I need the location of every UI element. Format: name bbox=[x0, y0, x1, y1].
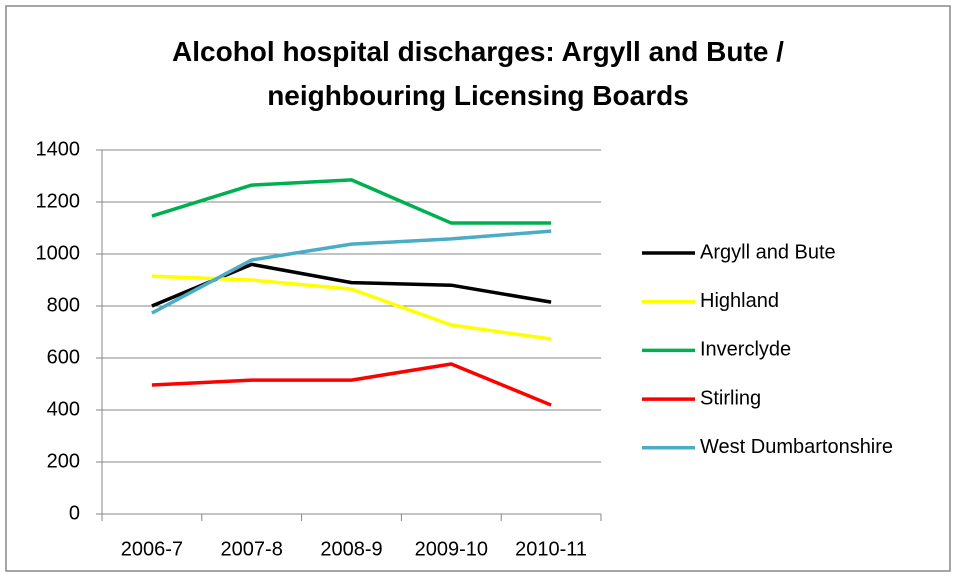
chart-border bbox=[5, 5, 951, 572]
y-tick-label: 1200 bbox=[36, 190, 81, 212]
legend-label: Stirling bbox=[700, 387, 761, 409]
chart-title: Alcohol hospital discharges: Argyll and … bbox=[172, 36, 784, 111]
series-line bbox=[151, 229, 552, 315]
x-tick-label: 2007-8 bbox=[221, 538, 283, 560]
x-tick-label: 2010-11 bbox=[515, 538, 587, 560]
y-tick-label: 200 bbox=[47, 450, 80, 472]
legend-label: Argyll and Bute bbox=[700, 241, 836, 263]
y-tick-label: 1000 bbox=[36, 242, 81, 264]
legend-label: Highland bbox=[700, 290, 779, 312]
y-tick-label: 800 bbox=[47, 294, 80, 316]
y-tick-label: 0 bbox=[69, 502, 80, 524]
x-tick-label: 2009-10 bbox=[415, 538, 488, 560]
y-tick-label: 600 bbox=[47, 346, 80, 368]
series-line bbox=[151, 274, 552, 341]
legend-label: West Dumbartonshire bbox=[700, 436, 893, 458]
x-tick-label: 2008-9 bbox=[320, 538, 382, 560]
y-tick-label: 1400 bbox=[36, 138, 81, 160]
series-line bbox=[151, 178, 552, 225]
series-line bbox=[151, 262, 552, 308]
x-tick-label: 2006-7 bbox=[121, 538, 183, 560]
series-line bbox=[151, 362, 552, 407]
legend-label: Inverclyde bbox=[700, 339, 791, 361]
y-tick-label: 400 bbox=[47, 398, 80, 420]
